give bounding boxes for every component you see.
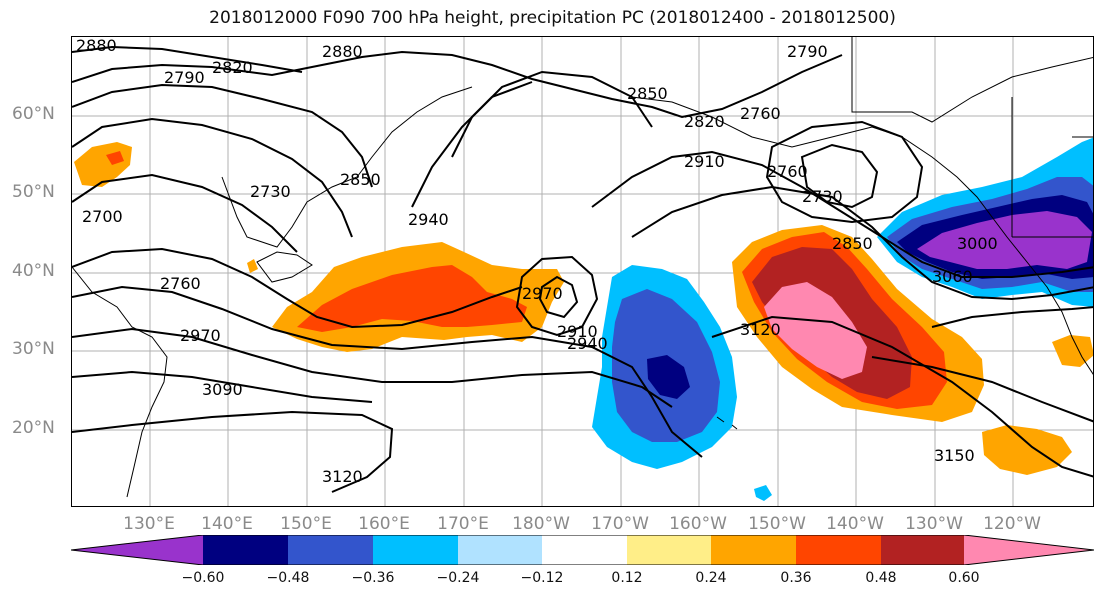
contour-label: 2790 — [164, 68, 205, 87]
colorbar-tick-label: 0.60 — [948, 570, 980, 586]
map-canvas: 2880 2820 2790 2880 2790 2760 2820 2850 … — [72, 37, 1093, 506]
lon-label-180w: 180°W — [512, 514, 570, 534]
contour-label: 2760 — [160, 274, 201, 293]
lon-label-140e: 140°E — [201, 514, 253, 534]
contour-label: 2790 — [787, 42, 828, 61]
lon-label-150w: 150°W — [748, 514, 806, 534]
contour-label: 2880 — [76, 37, 117, 55]
contour-label: 2760 — [740, 104, 781, 123]
contour-label: 2820 — [684, 112, 725, 131]
colorbar — [71, 535, 1094, 565]
lat-label-20n: 20°N — [12, 418, 55, 438]
lon-label-160w: 160°W — [669, 514, 727, 534]
contour-label: 3120 — [740, 320, 781, 339]
contour-label: 3150 — [934, 446, 975, 465]
contour-label: 2820 — [212, 58, 253, 77]
lon-label-170e: 170°E — [437, 514, 489, 534]
lat-label-50n: 50°N — [12, 182, 55, 202]
colorbar-extend-low — [71, 535, 203, 565]
contour-label: 2850 — [340, 170, 381, 189]
lat-label-30n: 30°N — [12, 339, 55, 359]
lon-label-170w: 170°W — [591, 514, 649, 534]
colorbar-tick-label: 0.48 — [865, 570, 897, 586]
colorbar-segment — [627, 535, 711, 565]
colorbar-segment — [373, 535, 458, 565]
contour-label: 2880 — [322, 42, 363, 61]
colorbar-segment — [711, 535, 796, 565]
colorbar-segment — [881, 535, 964, 565]
colorbar-tick-label: −0.12 — [520, 570, 564, 586]
contour-label: 2940 — [408, 210, 449, 229]
contour-label: 2850 — [832, 234, 873, 253]
contour-label: 3000 — [957, 234, 998, 253]
colorbar-segment — [203, 535, 288, 565]
lon-label-150e: 150°E — [280, 514, 332, 534]
contour-label: 3060 — [932, 267, 973, 286]
colorbar-tick-label: −0.24 — [436, 570, 480, 586]
colorbar-tick-label: 0.36 — [780, 570, 812, 586]
lon-label-140w: 140°W — [826, 514, 884, 534]
contour-label: 2970 — [522, 284, 563, 303]
contour-label: 2970 — [180, 326, 221, 345]
colorbar-tick-label: −0.36 — [351, 570, 395, 586]
contour-label: 2940 — [567, 334, 608, 353]
colorbar-segment — [458, 535, 542, 565]
contour-label: 2700 — [82, 207, 123, 226]
lon-label-160e: 160°E — [358, 514, 410, 534]
contour-label: 2730 — [250, 182, 291, 201]
colorbar-tick-label: 0.24 — [695, 570, 727, 586]
lon-label-120w: 120°W — [983, 514, 1041, 534]
colorbar-segment — [288, 535, 373, 565]
lat-label-40n: 40°N — [12, 261, 55, 281]
contour-label: 3120 — [322, 467, 363, 486]
colorbar-tick-label: 0.12 — [611, 570, 643, 586]
contour-label: 2850 — [627, 84, 668, 103]
contour-label-group: 2880 2820 2790 2880 2790 2760 2820 2850 … — [76, 37, 998, 486]
colorbar-tick-label: −0.60 — [181, 570, 225, 586]
colorbar-extend-high — [964, 535, 1094, 565]
lat-label-60n: 60°N — [12, 104, 55, 124]
contour-label: 2910 — [557, 322, 598, 341]
lon-label-130e: 130°E — [123, 514, 175, 534]
chart-title: 2018012000 F090 700 hPa height, precipit… — [209, 8, 896, 28]
coastlines — [72, 37, 1093, 498]
contour-label: 2730 — [802, 187, 843, 206]
colorbar-segment — [542, 535, 627, 565]
contour-label: 3090 — [202, 380, 243, 399]
colorbar-segment — [796, 535, 881, 565]
lon-label-130w: 130°W — [905, 514, 963, 534]
contour-label: 2910 — [684, 152, 725, 171]
map-panel: 2880 2820 2790 2880 2790 2760 2820 2850 … — [71, 36, 1094, 507]
colorbar-tick-label: −0.48 — [266, 570, 310, 586]
contour-label: 2760 — [767, 162, 808, 181]
height-contours — [72, 45, 1093, 493]
